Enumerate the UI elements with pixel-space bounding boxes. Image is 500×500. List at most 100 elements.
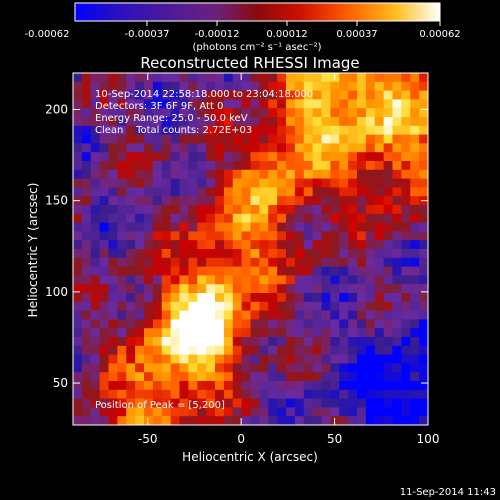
heatmap-cell <box>232 143 243 153</box>
heatmap-cell <box>188 301 198 312</box>
heatmap-cell <box>374 407 385 417</box>
heatmap-cell <box>126 354 136 364</box>
heatmap-cell <box>188 337 198 347</box>
heatmap-cell <box>383 108 394 118</box>
heatmap-cell <box>99 284 110 294</box>
heatmap-cell <box>206 337 216 347</box>
heatmap-cell <box>206 240 216 250</box>
heatmap-cell <box>259 187 269 197</box>
heatmap-cell <box>357 363 367 373</box>
heatmap-cell <box>294 108 305 118</box>
heatmap-cell <box>152 196 163 206</box>
heatmap-cell <box>81 187 92 197</box>
heatmap-cell <box>383 99 394 109</box>
heatmap-cell <box>294 398 305 408</box>
heatmap-cell <box>339 161 349 171</box>
heatmap-cell <box>277 354 287 364</box>
heatmap-cell <box>321 161 331 171</box>
heatmap-cell <box>321 328 331 338</box>
heatmap-cell <box>73 169 83 180</box>
heatmap-cell <box>135 231 145 241</box>
heatmap-cell <box>312 293 323 303</box>
heatmap-cell <box>170 249 181 259</box>
heatmap-cell <box>401 187 411 197</box>
heatmap-cell <box>357 90 367 100</box>
heatmap-cell <box>179 169 189 180</box>
heatmap-cell <box>286 205 296 215</box>
heatmap-cell <box>223 187 234 197</box>
heatmap-cell <box>90 363 101 373</box>
heatmap-cell <box>312 416 323 425</box>
heatmap-cell <box>126 372 136 382</box>
heatmap-cell <box>330 222 340 232</box>
heatmap-cell <box>232 372 243 382</box>
heatmap-cell <box>348 328 358 338</box>
heatmap-cell <box>206 293 216 303</box>
heatmap-cell <box>223 240 234 250</box>
heatmap-cell <box>392 275 402 285</box>
heatmap-cell <box>321 407 331 417</box>
heatmap-cell <box>357 125 367 136</box>
heatmap-cell <box>392 416 402 425</box>
heatmap-cell <box>383 372 394 382</box>
heatmap-cell <box>277 161 287 171</box>
heatmap-cell <box>286 266 296 276</box>
heatmap-cell <box>383 152 394 162</box>
heatmap-cell <box>277 240 287 250</box>
heatmap-cell <box>241 407 252 417</box>
heatmap-cell <box>188 99 198 109</box>
heatmap-cell <box>277 143 287 153</box>
heatmap-cell <box>188 266 198 276</box>
heatmap-cell <box>339 372 349 382</box>
heatmap-cell <box>215 125 225 136</box>
heatmap-cell <box>330 416 340 425</box>
heatmap-cell <box>135 416 145 425</box>
heatmap-cell <box>179 398 189 408</box>
heatmap-cell <box>250 372 260 382</box>
heatmap-cell <box>294 372 305 382</box>
heatmap-cell <box>419 240 428 250</box>
heatmap-cell <box>401 337 411 347</box>
heatmap-cell <box>250 99 260 109</box>
heatmap-cell <box>357 231 367 241</box>
heatmap-cell <box>268 328 278 338</box>
heatmap-cell <box>339 319 349 329</box>
heatmap-cell <box>321 319 331 329</box>
heatmap-cell <box>330 398 340 408</box>
heatmap-cell <box>357 169 367 180</box>
heatmap-cell <box>197 99 207 109</box>
heatmap-cell <box>197 240 207 250</box>
heatmap-cell <box>330 205 340 215</box>
heatmap-cell <box>365 266 376 276</box>
heatmap-cell <box>401 398 411 408</box>
heatmap-cell <box>250 196 260 206</box>
heatmap-cell <box>73 152 83 162</box>
heatmap-cell <box>188 222 198 232</box>
heatmap-cell <box>90 161 101 171</box>
heatmap-cell <box>277 152 287 162</box>
heatmap-cell <box>90 328 101 338</box>
heatmap-cell <box>348 108 358 118</box>
heatmap-cell <box>286 345 296 356</box>
heatmap-cell <box>419 319 428 329</box>
heatmap-cell <box>170 81 181 92</box>
heatmap-cell <box>410 381 420 391</box>
heatmap-cell <box>241 125 252 136</box>
heatmap-cell <box>197 284 207 294</box>
heatmap-cell <box>152 169 163 180</box>
heatmap-cell <box>286 293 296 303</box>
heatmap-cell <box>348 389 358 400</box>
heatmap-cell <box>206 363 216 373</box>
heatmap-cell <box>419 293 428 303</box>
heatmap-cell <box>268 117 278 127</box>
heatmap-cell <box>268 73 278 83</box>
y-tick-label: 150 <box>45 194 68 208</box>
heatmap-cell <box>223 328 234 338</box>
heatmap-cell <box>179 125 189 136</box>
heatmap-cell <box>348 310 358 320</box>
heatmap-cell <box>215 99 225 109</box>
heatmap-cell <box>188 398 198 408</box>
heatmap-cell <box>259 249 269 259</box>
heatmap-cell <box>241 222 252 232</box>
footer-timestamp: 11-Sep-2014 11:43 <box>400 487 496 498</box>
